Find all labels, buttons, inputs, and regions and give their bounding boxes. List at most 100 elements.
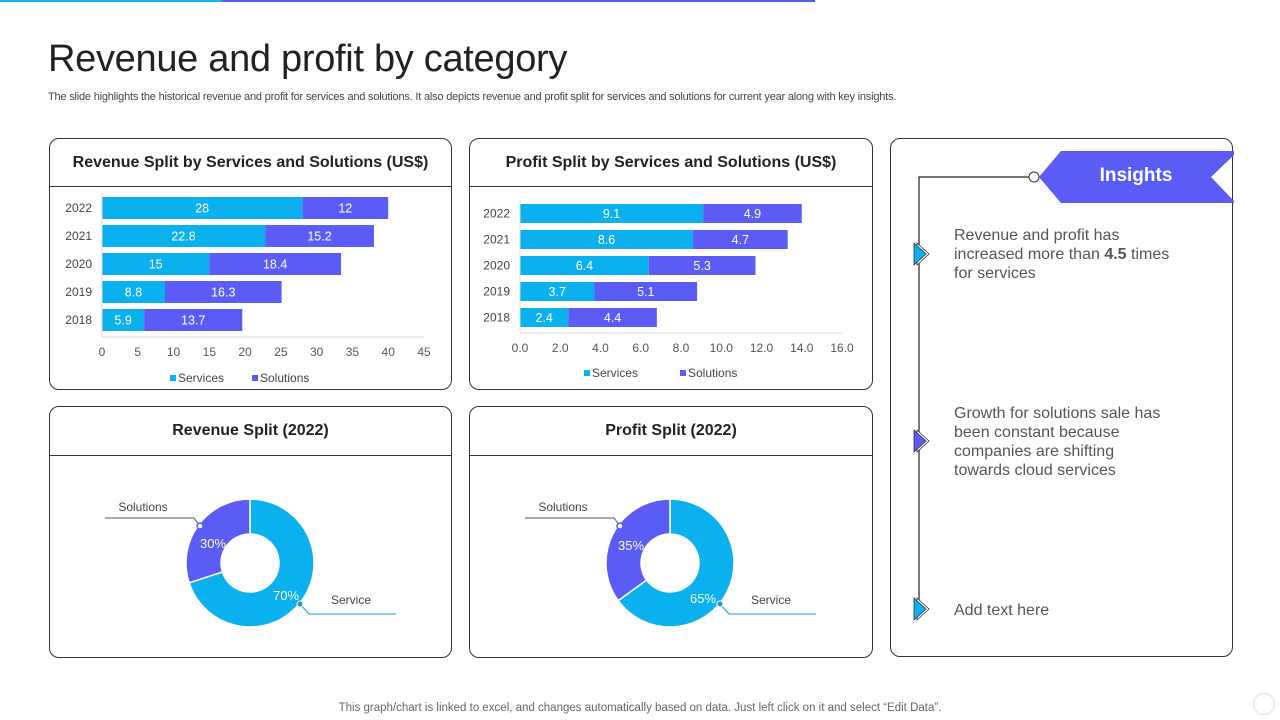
bar-solutions-2020 — [209, 253, 341, 275]
bar-services-2020 — [102, 253, 210, 275]
legend-label-solutions: Solutions — [260, 371, 309, 385]
y-tick-label: 2021 — [65, 229, 92, 243]
bar-data-label: 8.8 — [125, 286, 142, 300]
bar-services-2021 — [520, 230, 694, 249]
bar-solutions-2021 — [265, 225, 374, 247]
bar-services-2021 — [102, 225, 266, 247]
donut-slice-solutions — [185, 498, 251, 584]
bar-solutions-2020 — [648, 256, 756, 275]
service-leader-dot — [296, 600, 304, 608]
solutions-callout-label: Solutions — [538, 500, 587, 514]
bar-data-label: 5.3 — [693, 259, 710, 273]
profit-split-title: Profit Split by Services and Solutions (… — [470, 139, 872, 187]
bar-solutions-2018 — [144, 309, 243, 331]
bar-data-label: 5.9 — [114, 314, 131, 328]
x-tick-label: 45 — [417, 345, 431, 359]
bar-data-label: 2.4 — [535, 311, 552, 325]
y-tick-label: 2019 — [65, 285, 92, 299]
timeline-line — [918, 176, 1031, 609]
revenue-bar-chart[interactable]: 2022 28 12 2021 22.8 15.2 2020 15 18.4 2019 8.8 16.… — [50, 187, 451, 389]
bar-solutions-2019 — [164, 281, 282, 303]
bar-services-2018 — [520, 308, 569, 327]
page-title: Revenue and profit by category — [48, 38, 568, 80]
x-tick-label: 20 — [238, 345, 252, 359]
bar-data-label: 3.7 — [549, 285, 566, 299]
service-leader-dot — [716, 600, 724, 608]
bar-data-label: 16.3 — [211, 286, 235, 300]
insight-item-1: Revenue and profit has increased more th… — [954, 227, 1170, 282]
x-tick-label: 15 — [203, 345, 217, 359]
top-accent-bar-purple — [222, 0, 815, 2]
x-tick-label: 0.0 — [512, 341, 529, 355]
y-tick-label: 2018 — [483, 311, 510, 325]
bar-services-2022 — [102, 197, 303, 219]
y-tick-label: 2022 — [483, 207, 510, 221]
bar-solutions-2022 — [302, 197, 389, 219]
bar-services-2020 — [520, 256, 649, 275]
bar-data-label: 9.1 — [603, 207, 620, 221]
bar-data-label: 4.9 — [744, 207, 761, 221]
insights-badge-shape — [1039, 151, 1234, 203]
x-tick-label: 6.0 — [632, 341, 649, 355]
bar-data-label: 15 — [149, 258, 163, 272]
revenue-split-2022-title: Revenue Split (2022) — [50, 407, 451, 456]
marker-icon-3 — [913, 597, 930, 621]
solutions-leader-dot — [196, 522, 204, 530]
x-tick-label: 5 — [134, 345, 141, 359]
bar-data-label: 22.8 — [171, 230, 195, 244]
page-subtitle: The slide highlights the historical reve… — [48, 91, 897, 103]
profit-donut-chart[interactable]: 65% 35% Solutions Service — [470, 457, 872, 657]
bar-solutions-2021 — [693, 230, 788, 249]
revenue-split-title: Revenue Split by Services and Solutions … — [50, 139, 451, 187]
x-tick-label: 4.0 — [592, 341, 609, 355]
y-tick-label: 2020 — [65, 257, 92, 271]
profit-split-2022-panel: Profit Split (2022) 65% 35% Solutions Servi… — [469, 406, 873, 658]
service-callout-label: Service — [751, 593, 791, 607]
revenue-donut-chart[interactable]: 70% 30% Solutions Service — [50, 457, 451, 657]
bar-solutions-2018 — [568, 308, 657, 327]
x-tick-label: 0 — [99, 345, 106, 359]
corner-circle-icon — [1253, 693, 1275, 715]
donut-percent-label: 30% — [200, 536, 226, 551]
marker-icon-2 — [913, 429, 930, 453]
bar-data-label: 4.7 — [732, 233, 749, 247]
bar-data-label: 28 — [195, 202, 209, 216]
legend-swatch-services — [584, 370, 590, 376]
x-tick-label: 10.0 — [710, 341, 734, 355]
profit-split-panel: Profit Split by Services and Solutions (… — [469, 138, 873, 390]
solutions-leader-dot — [616, 522, 624, 530]
donut-slice-service — [617, 498, 735, 628]
bar-data-label: 13.7 — [181, 314, 205, 328]
bar-solutions-2019 — [594, 282, 698, 301]
x-tick-label: 25 — [274, 345, 288, 359]
x-tick-label: 12.0 — [750, 341, 774, 355]
service-leader-line — [719, 603, 816, 615]
insight-item-2: Growth for solutions sale has been const… — [954, 405, 1161, 479]
x-tick-label: 2.0 — [552, 341, 569, 355]
insights-timeline — [913, 151, 1234, 621]
x-tick-label: 30 — [310, 345, 324, 359]
legend-swatch-solutions — [680, 370, 686, 376]
revenue-split-panel: Revenue Split by Services and Solutions … — [49, 138, 452, 390]
donut-percent-label: 65% — [690, 591, 716, 606]
x-tick-label: 16.0 — [830, 341, 854, 355]
insight-item-3[interactable]: Add text here — [954, 602, 1050, 619]
legend-label-services: Services — [178, 371, 224, 385]
solutions-callout-label: Solutions — [118, 500, 167, 514]
y-tick-label: 2022 — [65, 201, 92, 215]
bar-data-label: 5.1 — [637, 285, 654, 299]
bar-data-label: 6.4 — [576, 259, 593, 273]
bar-services-2022 — [520, 204, 704, 223]
solutions-leader-line — [105, 517, 201, 527]
footer-note: This graph/chart is linked to excel, and… — [338, 702, 942, 714]
bar-data-label: 18.4 — [263, 258, 287, 272]
bar-solutions-2022 — [703, 204, 802, 223]
service-callout-label: Service — [331, 593, 371, 607]
bar-data-label: 15.2 — [307, 230, 331, 244]
bar-services-2019 — [102, 281, 165, 303]
donut-slice-service — [188, 498, 315, 628]
timeline-node-icon — [1028, 171, 1040, 183]
service-leader-line — [299, 603, 396, 615]
profit-bar-chart[interactable]: 2022 9.1 4.9 2021 8.6 4.7 2020 6.4 5.3 2019 3.7 5.1… — [470, 187, 872, 389]
legend-swatch-services — [170, 375, 176, 381]
